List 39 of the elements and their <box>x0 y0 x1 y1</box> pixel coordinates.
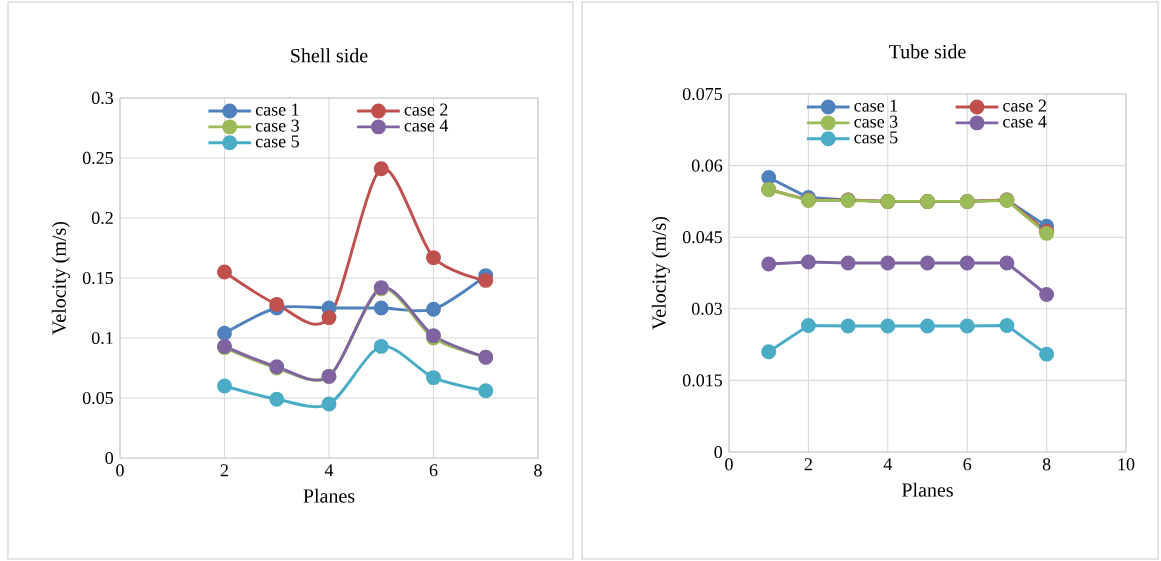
y-tick-label: 0.2 <box>91 211 113 225</box>
legend-label: case 4 <box>404 119 449 132</box>
chart-title: Tube side <box>889 44 966 59</box>
x-tick-label: 6 <box>963 458 972 471</box>
x-tick-label: 2 <box>220 464 229 477</box>
x-axis-title: Planes <box>303 488 355 503</box>
x-tick-label: 4 <box>324 464 334 477</box>
legend-label: case 3 <box>854 115 898 128</box>
x-tick-label: 10 <box>1118 458 1135 471</box>
legend-label: case 5 <box>255 135 299 148</box>
chart-title: Shell side <box>291 48 368 63</box>
x-axis-title: Planes <box>901 482 953 497</box>
legend-label: case 1 <box>255 103 299 116</box>
x-tick-label: 8 <box>534 464 542 477</box>
y-tick-label: 0.045 <box>682 231 723 244</box>
y-tick-label: 0.1 <box>91 331 113 345</box>
y-tick-label: 0.15 <box>82 271 114 285</box>
y-tick-label: 0.06 <box>691 159 723 172</box>
x-tick-label: 4 <box>883 458 893 471</box>
y-axis-title: Velocity (m/s) <box>51 221 70 335</box>
y-tick-label: 0.015 <box>682 374 723 387</box>
x-tick-label: 2 <box>804 458 812 471</box>
legend-label: case 2 <box>404 103 448 116</box>
legend-label: case 5 <box>854 131 898 144</box>
legend-label: case 1 <box>854 99 898 112</box>
x-tick-label: 0 <box>725 458 733 471</box>
y-axis-title: Velocity (m/s) <box>651 216 670 330</box>
y-tick-label: 0.05 <box>82 391 114 405</box>
y-tick-label: 0.25 <box>82 151 114 165</box>
y-tick-label: 0.075 <box>682 87 723 101</box>
x-tick-label: 6 <box>429 464 438 477</box>
y-tick-label: 0.03 <box>691 302 723 315</box>
x-tick-label: 8 <box>1042 458 1051 471</box>
x-tick-label: 0 <box>116 464 124 477</box>
legend-label: case 3 <box>255 119 299 132</box>
y-tick-label: 0.3 <box>91 91 114 105</box>
legend-label: case 2 <box>1003 99 1046 112</box>
legend-label: case 4 <box>1003 115 1047 128</box>
y-tick-label: 0 <box>714 445 723 459</box>
